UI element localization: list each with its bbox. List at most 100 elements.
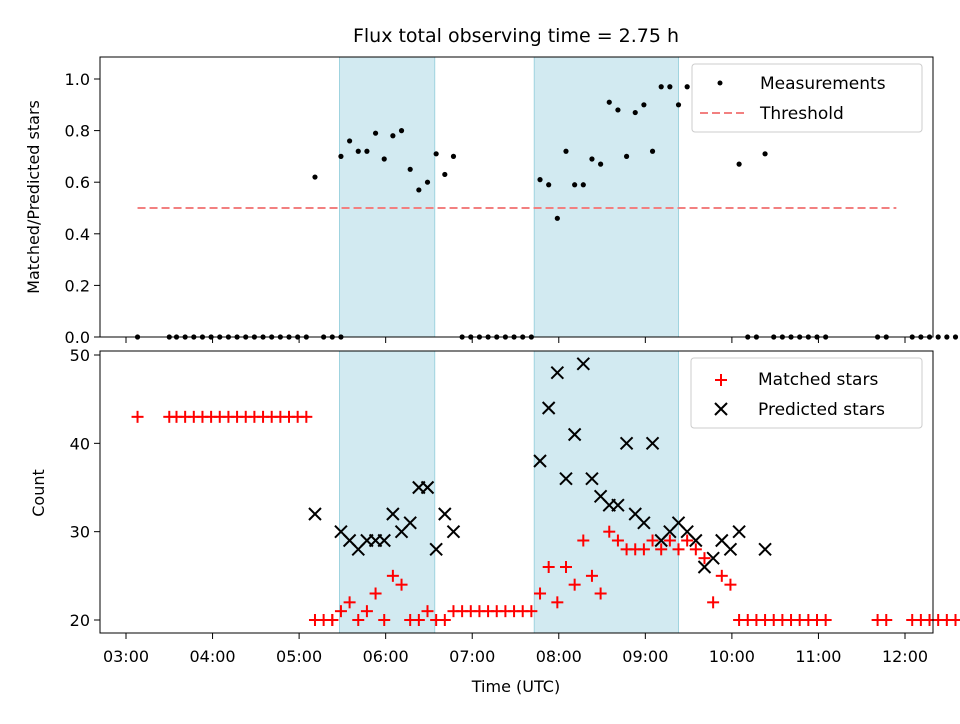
top-observing-window-1 bbox=[339, 56, 436, 338]
measurement-point bbox=[398, 128, 405, 134]
matched-star-point bbox=[395, 578, 408, 591]
counts-panel: 20 30 40 50 03:00 04:00 05:00 06:00 07:00 08:00 0… bbox=[29, 346, 960, 696]
predicted-star-point bbox=[619, 436, 634, 451]
measurement-point bbox=[347, 138, 353, 144]
measurement-point bbox=[658, 84, 664, 90]
top-observing-window-2 bbox=[533, 56, 680, 338]
matched-star-point bbox=[672, 543, 685, 556]
measurement-point bbox=[589, 156, 595, 162]
measurements-legend-marker bbox=[717, 80, 723, 86]
measurement-point bbox=[572, 182, 578, 188]
matched-star-point bbox=[326, 614, 339, 626]
matched-star-point bbox=[715, 569, 728, 582]
measurement-point bbox=[450, 153, 457, 159]
matched-star-point bbox=[594, 587, 607, 600]
matched-star-point bbox=[378, 614, 391, 626]
top-legend: Measurements Threshold bbox=[691, 63, 923, 133]
measurement-point bbox=[554, 215, 560, 221]
bottom-y-tick-label: 50 bbox=[70, 346, 90, 365]
matched-star-point bbox=[707, 596, 720, 609]
matched-star-point bbox=[334, 605, 347, 618]
measurement-point bbox=[632, 109, 638, 116]
bottom-y-axis-label: Count bbox=[29, 469, 48, 517]
predicted-star-point bbox=[550, 365, 565, 380]
predicted-star-point bbox=[611, 498, 625, 512]
predicted-star-point bbox=[723, 542, 738, 557]
matched-star-point bbox=[568, 578, 581, 591]
measurement-point bbox=[952, 334, 959, 340]
matched-star-point bbox=[577, 534, 590, 547]
matched-star-point bbox=[637, 543, 650, 556]
matched-star-point bbox=[386, 569, 399, 582]
matched-star-point bbox=[421, 605, 434, 618]
measurement-point bbox=[641, 102, 647, 108]
matched-star-point bbox=[525, 605, 538, 618]
predicted-star-point bbox=[386, 507, 400, 521]
x-axis-label: Time (UTC) bbox=[471, 677, 560, 696]
measurement-point bbox=[762, 151, 768, 157]
measurements-legend-label: Measurements bbox=[760, 74, 886, 94]
matched-star-point bbox=[534, 587, 547, 600]
matched-star-point bbox=[559, 561, 572, 573]
top-y-tick-label: 0.0 bbox=[65, 328, 90, 347]
matched-legend-marker bbox=[715, 374, 727, 386]
predicted-star-point bbox=[541, 401, 556, 415]
x-tick-label: 08:00 bbox=[536, 647, 582, 666]
matched-star-point bbox=[880, 614, 893, 626]
predicted-star-point bbox=[706, 551, 720, 565]
measurement-point bbox=[615, 107, 621, 113]
bottom-legend: Matched stars Predicted stars bbox=[690, 357, 923, 429]
bottom-y-tick-label: 30 bbox=[70, 523, 90, 542]
matched-star-point bbox=[360, 605, 373, 618]
matched-star-point bbox=[438, 614, 451, 626]
measurement-point bbox=[935, 334, 941, 340]
bottom-observing-window-1 bbox=[339, 350, 436, 634]
predicted-star-point bbox=[585, 471, 599, 486]
measurement-point bbox=[433, 151, 439, 157]
matched-star-point bbox=[603, 525, 616, 538]
predicted-star-point bbox=[446, 524, 461, 539]
matched-star-point bbox=[689, 543, 702, 556]
predicted-legend-label: Predicted stars bbox=[758, 400, 885, 420]
measurement-point bbox=[684, 84, 690, 90]
measurement-point bbox=[390, 133, 396, 139]
measurement-point bbox=[364, 148, 370, 154]
matched-star-point bbox=[352, 614, 365, 626]
top-y-tick-label: 1.0 bbox=[65, 70, 90, 89]
predicted-star-point bbox=[732, 524, 746, 539]
matched-star-point bbox=[412, 614, 425, 626]
matched-star-point bbox=[551, 596, 564, 609]
measurement-point bbox=[606, 99, 612, 105]
bottom-observing-window-2 bbox=[533, 350, 680, 634]
predicted-star-point bbox=[429, 542, 443, 557]
matched-legend-label: Matched stars bbox=[758, 370, 878, 390]
matched-star-point bbox=[343, 596, 356, 609]
chart-title: Flux total observing time = 2.75 h bbox=[353, 25, 679, 47]
matched-star-point bbox=[611, 534, 624, 547]
measurement-point bbox=[944, 334, 950, 340]
predicted-star-point bbox=[438, 507, 452, 521]
matched-star-point bbox=[369, 587, 382, 600]
matched-star-point bbox=[131, 410, 144, 423]
x-tick-label: 12:00 bbox=[882, 647, 928, 666]
measurement-point bbox=[563, 148, 569, 154]
x-tick-label: 04:00 bbox=[190, 647, 236, 666]
x-tick-label: 10:00 bbox=[709, 647, 755, 666]
measurement-point bbox=[338, 153, 344, 159]
matched-star-point bbox=[646, 534, 659, 547]
measurement-point bbox=[442, 171, 448, 178]
measurement-point bbox=[407, 166, 413, 172]
matched-star-point bbox=[542, 561, 555, 573]
measurement-point bbox=[312, 174, 318, 180]
measurement-point bbox=[675, 102, 682, 108]
predicted-star-point bbox=[308, 507, 322, 521]
matched-star-point bbox=[698, 552, 711, 565]
predicted-star-point bbox=[567, 427, 582, 442]
predicted-star-point bbox=[403, 516, 417, 530]
x-tick-label: 05:00 bbox=[276, 647, 322, 666]
threshold-legend-label: Threshold bbox=[759, 104, 844, 124]
predicted-star-point bbox=[645, 436, 660, 451]
matched-star-point bbox=[585, 569, 598, 582]
measurement-point bbox=[667, 84, 673, 90]
predicted-star-point bbox=[420, 480, 435, 495]
